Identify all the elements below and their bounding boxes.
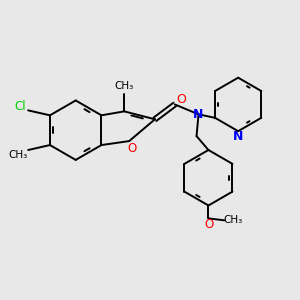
Text: CH₃: CH₃	[115, 81, 134, 91]
Text: N: N	[193, 108, 204, 121]
Text: CH₃: CH₃	[224, 215, 243, 225]
Text: O: O	[176, 93, 186, 106]
Text: O: O	[128, 142, 137, 154]
Text: N: N	[233, 130, 243, 142]
Text: Cl: Cl	[14, 100, 26, 113]
Text: CH₃: CH₃	[9, 150, 28, 160]
Text: O: O	[205, 218, 214, 231]
